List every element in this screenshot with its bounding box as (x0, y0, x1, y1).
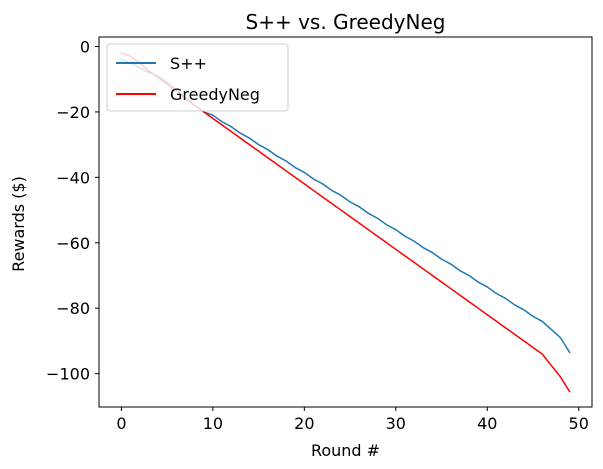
chart-title: S++ vs. GreedyNeg (246, 10, 446, 34)
y-tick-label: 0 (80, 37, 90, 56)
y-axis-label: Rewards ($) (9, 176, 28, 272)
y-tick-label: −40 (56, 168, 90, 187)
y-tick-label: −60 (56, 234, 90, 253)
x-tick-label: 30 (386, 414, 406, 433)
y-tick-label: −100 (46, 365, 90, 384)
x-tick-label: 40 (477, 414, 497, 433)
legend: S++ GreedyNeg (106, 43, 289, 112)
x-tick-label: 0 (116, 414, 126, 433)
x-axis-label: Round # (311, 441, 380, 460)
x-tick-label: 10 (203, 414, 223, 433)
x-tick-label: 50 (569, 414, 589, 433)
y-axis: 0 −20 −40 −60 −80 −100 (46, 37, 99, 384)
legend-label-0: S++ (170, 54, 207, 73)
y-tick-label: −80 (56, 299, 90, 318)
legend-label-1: GreedyNeg (170, 85, 260, 104)
plot-frame (98, 36, 593, 408)
x-tick-label: 20 (294, 414, 314, 433)
y-tick-label: −20 (56, 103, 90, 122)
x-axis: 0 10 20 30 40 50 (116, 407, 589, 433)
